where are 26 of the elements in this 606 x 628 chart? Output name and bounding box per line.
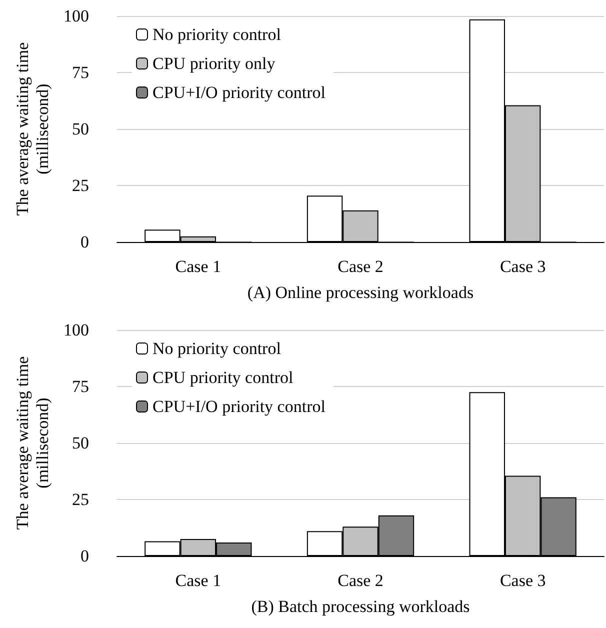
- legend-label: CPU+I/O priority control: [152, 83, 326, 102]
- y-tick-label: 50: [72, 434, 89, 452]
- y-axis-title: The average waiting time (millisecond): [13, 356, 52, 530]
- y-tick-label: 25: [72, 490, 89, 509]
- y-tick-label: 75: [72, 63, 89, 82]
- legend-label: CPU+I/O priority control: [152, 397, 326, 416]
- y-axis-title: The average waiting time (millisecond): [13, 42, 52, 216]
- legend-label: CPU priority control: [152, 368, 294, 387]
- y-tick-label: 100: [64, 320, 89, 340]
- y-tick-label: 50: [72, 120, 89, 138]
- y-tick-label: 100: [64, 6, 89, 26]
- legend-label: No priority control: [152, 25, 282, 44]
- x-tick-label: Case 3: [500, 257, 546, 276]
- x-tick-label: Case 2: [338, 257, 384, 276]
- y-tick-label: 0: [80, 546, 89, 566]
- x-tick-label: Case 2: [338, 571, 384, 590]
- x-tick-label: Case 1: [175, 257, 222, 276]
- x-axis-title: (B) Batch processing workloads: [251, 597, 470, 616]
- x-tick-label: Case 1: [175, 571, 222, 590]
- y-tick-label: 25: [72, 176, 89, 195]
- x-tick-label: Case 3: [500, 571, 546, 590]
- legend-label: No priority control: [152, 339, 282, 358]
- x-axis-title: (A) Online processing workloads: [247, 283, 474, 302]
- legend-label: CPU priority only: [152, 54, 276, 73]
- y-tick-label: 75: [72, 377, 89, 396]
- y-tick-label: 0: [80, 232, 89, 252]
